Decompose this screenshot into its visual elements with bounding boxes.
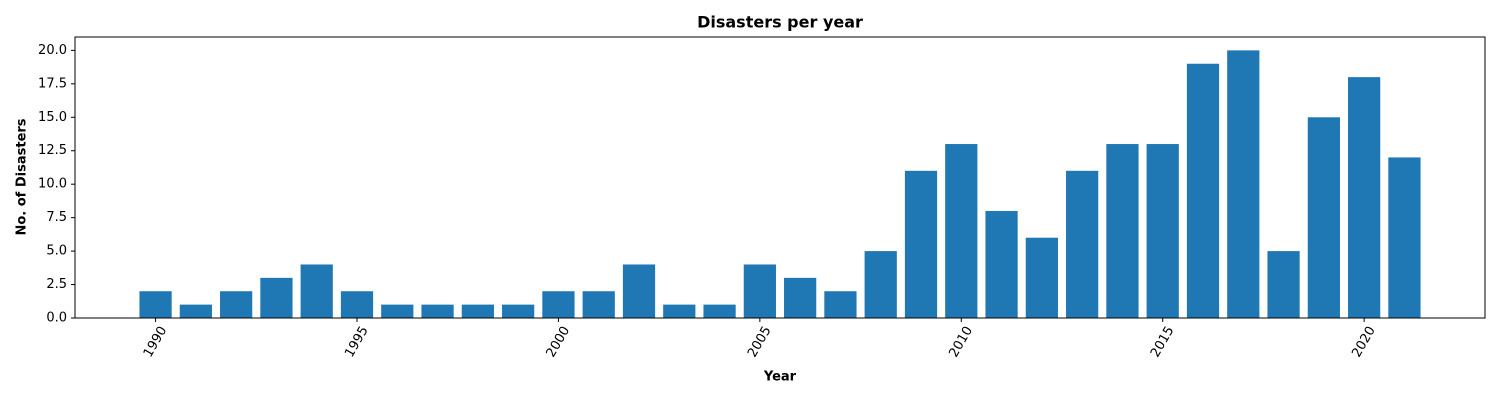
bar (340, 291, 374, 318)
y-tick-label: 5.0 (46, 244, 67, 259)
bar (1307, 117, 1340, 319)
bar (1348, 77, 1381, 319)
bar (1267, 251, 1300, 318)
bar (703, 304, 736, 318)
y-tick-label: 15.0 (38, 110, 67, 125)
bar (421, 304, 454, 318)
y-tick-label: 12.5 (38, 143, 67, 158)
x-axis-label: Year (763, 370, 797, 385)
bar (985, 210, 1018, 318)
y-tick-label: 7.5 (46, 210, 67, 225)
bar (1186, 63, 1220, 319)
bar (461, 304, 494, 318)
bar (300, 264, 333, 318)
bar (582, 291, 615, 318)
bar (1146, 144, 1179, 318)
bar (179, 304, 212, 318)
bar (784, 277, 817, 318)
bar (945, 144, 978, 318)
y-tick-label: 2.5 (46, 277, 67, 292)
bar (1388, 157, 1421, 318)
bar (1066, 170, 1099, 318)
bar (1025, 237, 1058, 318)
y-tick-label: 20.0 (38, 43, 67, 58)
chart-title: Disasters per year (697, 13, 863, 32)
bar (260, 277, 293, 318)
bar (220, 291, 253, 318)
bar (743, 264, 776, 318)
y-tick-label: 10.0 (38, 177, 67, 192)
bar (542, 291, 575, 318)
bar (864, 251, 897, 318)
bar (663, 304, 696, 318)
bar (824, 291, 857, 318)
bar (904, 170, 938, 318)
bar (622, 264, 656, 318)
y-tick-label: 17.5 (38, 76, 67, 91)
bar (502, 304, 535, 318)
y-tick-label: 0.0 (46, 311, 67, 326)
bar (381, 304, 414, 318)
y-axis-label: No. of Disasters (15, 118, 30, 235)
bar (1227, 50, 1260, 318)
bar (139, 291, 172, 318)
plot-frame (74, 36, 1486, 319)
bar (1106, 144, 1139, 318)
